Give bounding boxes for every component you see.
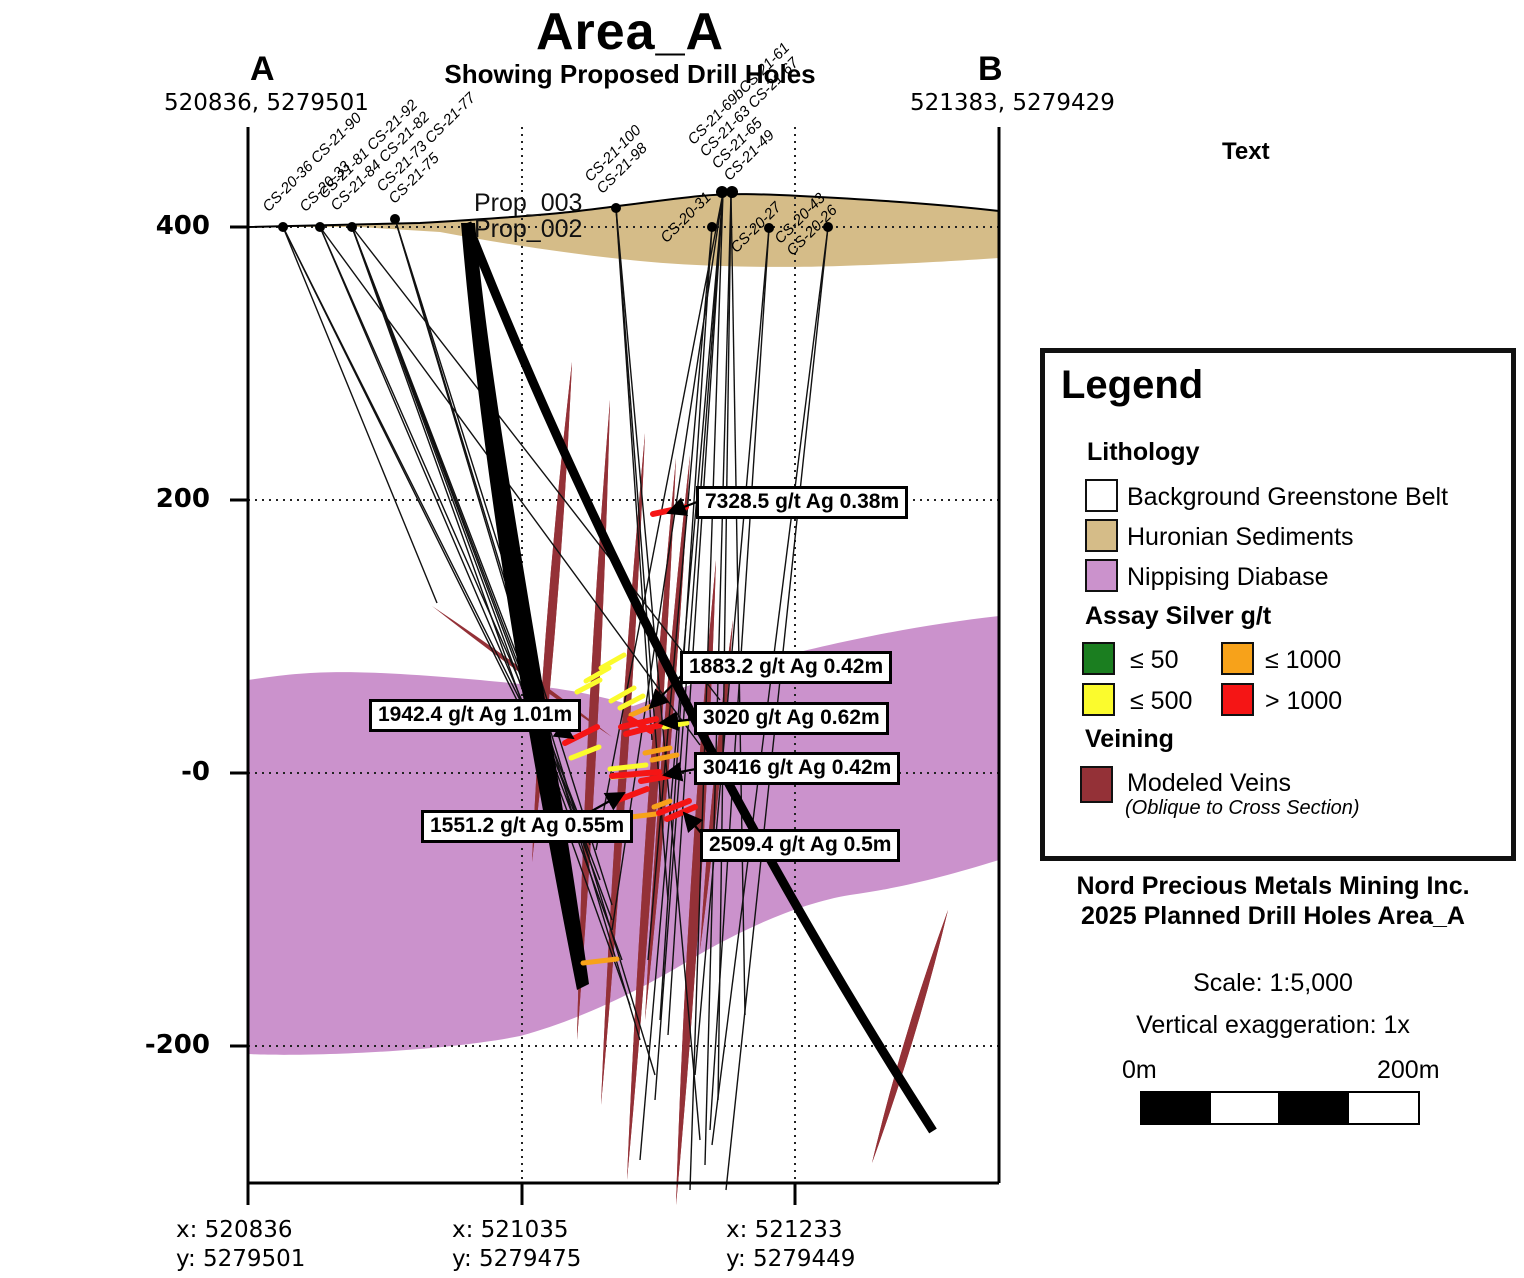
- scalebar-label-0m: 0m: [1122, 1056, 1157, 1084]
- legend-item-huronian: Huronian Sediments: [1127, 523, 1354, 551]
- legend-item-assay-le500: ≤ 500: [1130, 687, 1193, 715]
- swatch-assay-le1000: [1221, 642, 1254, 675]
- scalebar-label-200m: 200m: [1377, 1056, 1440, 1084]
- x-tick-0-easting: x: 520836: [176, 1217, 293, 1243]
- scale-text: Scale: 1:5,000: [1193, 969, 1353, 997]
- y-tick-0: -0: [181, 757, 210, 787]
- section-a-label: A: [250, 50, 275, 88]
- x-tick-1-northing: y: 5279475: [452, 1245, 582, 1272]
- exaggeration-text: Vertical exaggeration: 1x: [1136, 1011, 1410, 1039]
- legend-item-assay-le1000: ≤ 1000: [1265, 646, 1342, 674]
- legend-assay-heading: Assay Silver g/t: [1085, 602, 1272, 630]
- prop-003-label: Prop_003: [474, 189, 583, 217]
- legend-item-assay-le50: ≤ 50: [1130, 646, 1179, 674]
- assay-callout-7328: 7328.5 g/t Ag 0.38m: [696, 486, 909, 519]
- terrain-surface-line: [247, 193, 1000, 228]
- scale-bar: [1140, 1091, 1420, 1125]
- section-b-label: B: [978, 50, 1003, 88]
- proposed-hole-prop003: [462, 221, 937, 1134]
- legend-vein-note: (Oblique to Cross Section): [1125, 797, 1360, 819]
- company-title: Nord Precious Metals Mining Inc. 2025 Pl…: [1040, 872, 1506, 931]
- swatch-greenstone: [1085, 479, 1118, 512]
- huronian-sediments-layer: [248, 194, 999, 267]
- legend-title: Legend: [1061, 363, 1204, 407]
- legend-lithology-heading: Lithology: [1087, 438, 1200, 466]
- section-b-coords: 521383, 5279429: [910, 90, 1115, 116]
- page-title: Area_A: [535, 3, 725, 61]
- scale-bar-segment: [1280, 1093, 1349, 1123]
- assay-callout-30416: 30416 g/t Ag 0.42m: [694, 752, 901, 785]
- x-tick-1: x: 521035 y: 5279475: [452, 1216, 581, 1274]
- scale-bar-segment: [1211, 1093, 1280, 1123]
- y-tick-400: 400: [155, 211, 210, 241]
- assay-callout-2509: 2509.4 g/t Ag 0.5m: [700, 829, 901, 862]
- company-line2: 2025 Planned Drill Holes Area_A: [1081, 901, 1465, 930]
- stray-text: Text: [1222, 138, 1270, 165]
- legend-item-diabase: Nippising Diabase: [1127, 563, 1329, 591]
- page-subtitle: Showing Proposed Drill Holes: [444, 59, 816, 89]
- proposed-hole-prop002: [461, 223, 589, 990]
- assay-callout-1551: 1551.2 g/t Ag 0.55m: [421, 810, 634, 843]
- plot-frame: [230, 127, 1001, 1205]
- gridlines: [248, 127, 999, 1183]
- collar-points: [278, 186, 833, 233]
- prop-002-label: Prop_002: [474, 215, 583, 243]
- swatch-diabase: [1085, 559, 1118, 592]
- company-line1: Nord Precious Metals Mining Inc.: [1076, 872, 1470, 900]
- swatch-huronian: [1085, 519, 1118, 552]
- assay-callout-3020: 3020 g/t Ag 0.62m: [694, 702, 889, 735]
- legend-item-modeled-veins: Modeled Veins: [1127, 769, 1292, 797]
- legend-veining-heading: Veining: [1085, 725, 1174, 753]
- y-tick-200: 200: [155, 484, 210, 514]
- swatch-modeled-veins: [1080, 766, 1113, 803]
- swatch-assay-le50: [1082, 642, 1115, 675]
- swatch-assay-le500: [1082, 683, 1115, 716]
- assay-callout-1942: 1942.4 g/t Ag 1.01m: [369, 699, 582, 732]
- x-tick-2: x: 521233 y: 5279449: [726, 1216, 855, 1274]
- x-tick-0: x: 520836 y: 5279501: [176, 1216, 305, 1274]
- callout-arrows: [552, 497, 704, 835]
- x-tick-2-northing: y: 5279449: [726, 1245, 856, 1272]
- x-tick-2-easting: x: 521233: [726, 1217, 843, 1243]
- y-tick-neg200: -200: [144, 1030, 210, 1060]
- assay-callout-1883: 1883.2 g/t Ag 0.42m: [680, 651, 893, 684]
- scale-bar-segment: [1349, 1093, 1418, 1123]
- legend: Legend Lithology Background Greenstone B…: [1040, 348, 1516, 861]
- legend-item-greenstone: Background Greenstone Belt: [1127, 483, 1449, 511]
- x-tick-1-easting: x: 521035: [452, 1217, 569, 1243]
- section-a-coords: 520836, 5279501: [164, 90, 369, 116]
- x-tick-0-northing: y: 5279501: [176, 1245, 306, 1272]
- swatch-assay-gt1000: [1221, 683, 1254, 716]
- legend-item-assay-gt1000: > 1000: [1265, 687, 1343, 715]
- scale-bar-segment: [1142, 1093, 1211, 1123]
